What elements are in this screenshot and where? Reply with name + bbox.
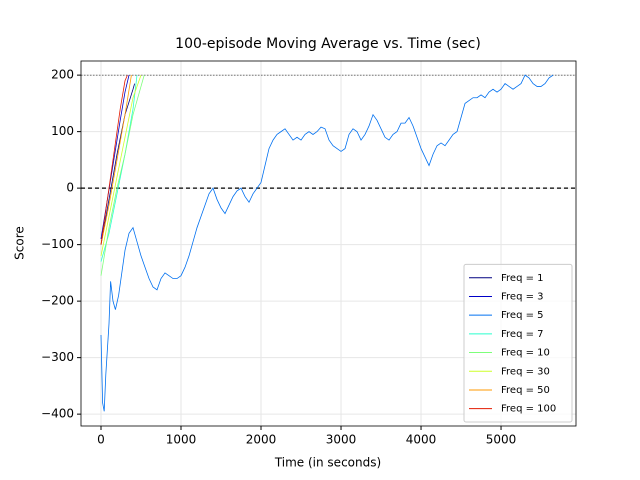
series-line (100, 74, 142, 257)
series-line (100, 75, 132, 245)
legend-label: Freq = 5 (501, 310, 544, 321)
legend-label: Freq = 7 (501, 329, 544, 340)
series-line (100, 74, 128, 245)
y-tick-label: −400 (41, 407, 74, 421)
y-tick-label: 200 (51, 68, 74, 82)
legend-label: Freq = 10 (501, 348, 550, 359)
chart-title: 100-episode Moving Average vs. Time (sec… (175, 36, 481, 52)
legend-box (463, 263, 573, 423)
y-tick-label: −300 (41, 350, 74, 364)
series-line (100, 75, 145, 276)
legend-label: Freq = 30 (501, 366, 550, 377)
legend-label: Freq = 1 (501, 273, 544, 284)
legend-label: Freq = 100 (501, 404, 556, 415)
legend: Freq = 1 Freq = 3 Freq = 5 Freq = 7 Freq = 1… (463, 263, 573, 423)
y-tick-label: −200 (41, 294, 74, 308)
y-axis-label: Score (13, 226, 27, 260)
x-axis-label: Time (in seconds) (274, 456, 381, 470)
y-tick-label: 100 (51, 124, 74, 138)
x-tick-label: 0 (97, 433, 105, 447)
x-tick-label: 4000 (406, 433, 437, 447)
legend-label: Freq = 50 (501, 385, 550, 396)
plot-frame (80, 60, 577, 427)
x-tick-label: 3000 (326, 433, 357, 447)
y-tick-label: 0 (66, 181, 74, 195)
legend-label: Freq = 3 (501, 291, 544, 302)
series-line (100, 83, 135, 245)
y-tick-label: −100 (41, 237, 74, 251)
x-tick-label: 5000 (486, 433, 517, 447)
x-tick-label: 1000 (166, 433, 197, 447)
series-line (100, 74, 554, 412)
x-tick-label: 2000 (246, 433, 277, 447)
